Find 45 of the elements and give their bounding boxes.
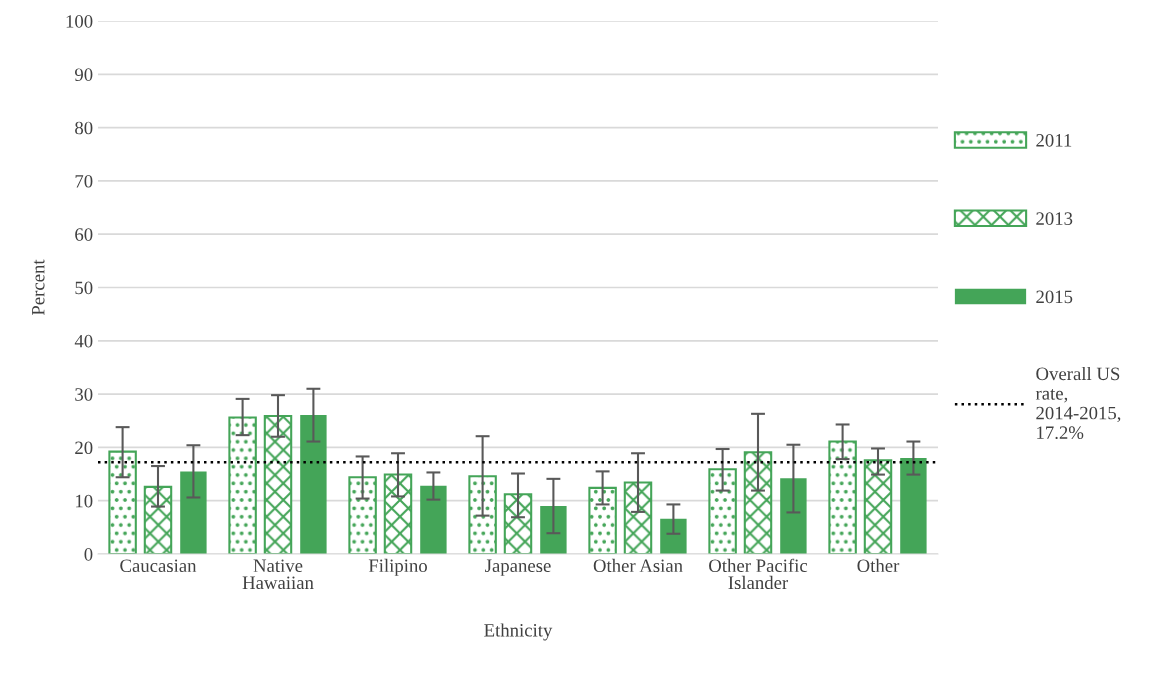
bar — [743, 451, 773, 554]
y-tick-label: 70 — [75, 174, 93, 188]
y-tick-label: 10 — [76, 494, 93, 508]
bar — [143, 485, 173, 554]
bar — [180, 471, 207, 554]
x-axis-title: Ethnicity — [484, 623, 553, 641]
y-tick-label: 90 — [74, 68, 93, 81]
legend-label: Overall US rate, 2014-2015, 17.2% — [1035, 366, 1121, 440]
bar — [540, 506, 567, 554]
bar — [420, 485, 447, 554]
x-tick-label: Other Pacific Islander — [709, 558, 808, 590]
y-tick-label: 50 — [75, 281, 93, 295]
y-tick-label: 60 — [75, 228, 93, 241]
y-tick-label: 30 — [75, 388, 93, 401]
bar — [780, 478, 807, 554]
bar — [348, 476, 377, 554]
x-tick-label: Japanese — [485, 559, 551, 576]
y-tick-label: 40 — [74, 334, 93, 348]
bar — [708, 468, 737, 554]
bar — [503, 493, 533, 554]
bar — [300, 414, 327, 554]
bar — [228, 416, 257, 554]
bar — [660, 518, 687, 554]
legend-label: 2015 — [1036, 290, 1073, 304]
x-tick-label: Other — [857, 558, 900, 573]
y-axis-title: Percent — [32, 259, 45, 316]
x-tick-label: Caucasian — [120, 559, 197, 573]
legend-label: 2011 — [1036, 134, 1072, 147]
x-tick-label: Filipino — [368, 558, 427, 576]
legend-label: 2013 — [1036, 212, 1073, 225]
y-tick-label: 100 — [66, 15, 93, 28]
bar — [623, 481, 653, 554]
y-tick-label: 20 — [75, 441, 93, 455]
bar — [900, 458, 927, 554]
bar — [588, 486, 617, 554]
bar — [828, 440, 857, 554]
y-tick-label: 0 — [84, 548, 93, 561]
bar — [108, 450, 137, 554]
bar — [383, 473, 413, 554]
x-tick-label: Other Asian — [593, 558, 683, 573]
bar — [863, 459, 893, 554]
bar — [263, 414, 293, 554]
x-tick-label: Native Hawaiian — [242, 559, 314, 590]
bar — [468, 475, 497, 554]
y-tick-label: 80 — [75, 121, 93, 135]
